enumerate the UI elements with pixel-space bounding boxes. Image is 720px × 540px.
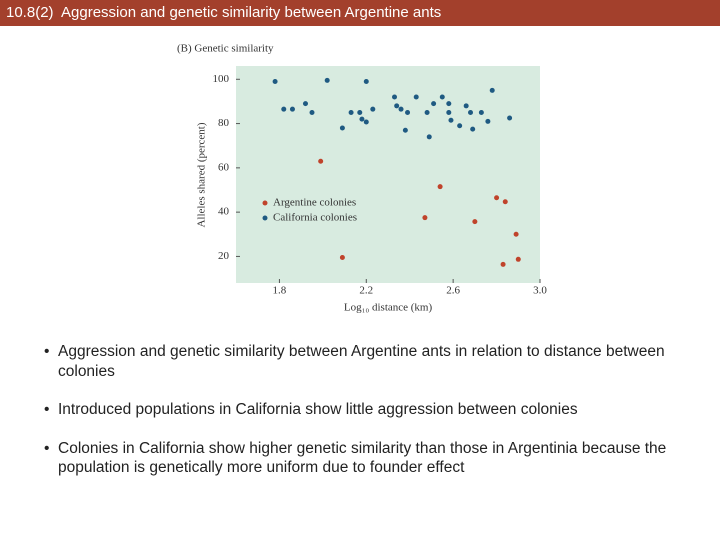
y-tick-label: 20 bbox=[218, 250, 230, 262]
data-point bbox=[318, 158, 324, 164]
data-point bbox=[302, 101, 308, 107]
data-point bbox=[413, 94, 419, 100]
x-tick-label: 2.2 bbox=[359, 285, 373, 297]
data-point bbox=[431, 101, 437, 107]
data-point bbox=[513, 231, 519, 237]
chart: (B) Genetic similarity Log₁₀ distance (k… bbox=[177, 43, 547, 314]
header-bar: 10.8(2) Aggression and genetic similarit… bbox=[0, 0, 720, 26]
y-tick-label: 60 bbox=[218, 161, 230, 173]
data-point bbox=[448, 117, 454, 123]
x-axis-label: Log₁₀ distance (km) bbox=[344, 302, 433, 314]
data-point bbox=[394, 103, 400, 109]
data-point bbox=[500, 261, 506, 267]
x-tick-label: 2.6 bbox=[446, 285, 460, 297]
data-point bbox=[494, 195, 500, 201]
data-point bbox=[426, 134, 432, 140]
data-point bbox=[402, 127, 408, 133]
y-axis-label: Alleles shared (percent) bbox=[196, 122, 208, 227]
data-point bbox=[398, 106, 404, 112]
data-point bbox=[324, 77, 330, 83]
data-point bbox=[446, 101, 452, 107]
data-point bbox=[439, 94, 445, 100]
data-point bbox=[289, 106, 295, 112]
data-point bbox=[370, 106, 376, 112]
data-point bbox=[437, 184, 443, 190]
x-tick-label: 1.8 bbox=[273, 285, 287, 297]
data-point bbox=[502, 199, 508, 205]
data-point bbox=[507, 115, 513, 121]
data-point bbox=[446, 110, 452, 115]
bullet-item: Introduced populations in California sho… bbox=[40, 400, 670, 420]
data-point bbox=[363, 119, 369, 125]
chart-title: (B) Genetic similarity bbox=[177, 43, 274, 55]
data-point bbox=[339, 255, 345, 261]
legend-label: Argentine colonies bbox=[273, 197, 356, 209]
data-point bbox=[470, 126, 476, 132]
data-point bbox=[489, 87, 495, 93]
header-title: 10.8(2) Aggression and genetic similarit… bbox=[6, 4, 442, 21]
data-point bbox=[478, 110, 484, 115]
data-point bbox=[457, 123, 463, 129]
data-point bbox=[463, 103, 469, 109]
data-point bbox=[405, 110, 411, 115]
data-point bbox=[339, 125, 345, 131]
legend-marker bbox=[262, 215, 268, 221]
bullet-list: Aggression and genetic similarity betwee… bbox=[40, 342, 670, 497]
data-point bbox=[485, 118, 491, 124]
legend-marker bbox=[262, 200, 268, 206]
y-tick-label: 100 bbox=[213, 73, 230, 85]
data-point bbox=[348, 110, 354, 115]
data-point bbox=[359, 116, 365, 122]
bullet-item: Colonies in California show higher genet… bbox=[40, 439, 670, 478]
legend-label: California colonies bbox=[273, 212, 357, 224]
y-tick-label: 80 bbox=[218, 117, 230, 129]
data-point bbox=[392, 94, 398, 100]
data-point bbox=[422, 215, 428, 221]
data-point bbox=[468, 110, 474, 115]
y-tick-label: 40 bbox=[218, 206, 230, 218]
plot-area bbox=[236, 66, 540, 283]
data-point bbox=[281, 106, 287, 112]
data-point bbox=[363, 79, 369, 84]
data-point bbox=[515, 256, 521, 262]
data-point bbox=[357, 110, 363, 115]
data-point bbox=[309, 110, 315, 115]
data-point bbox=[272, 79, 278, 84]
data-point bbox=[424, 110, 430, 115]
data-point bbox=[472, 219, 478, 225]
bullet-item: Aggression and genetic similarity betwee… bbox=[40, 342, 670, 381]
x-tick-label: 3.0 bbox=[533, 285, 547, 297]
